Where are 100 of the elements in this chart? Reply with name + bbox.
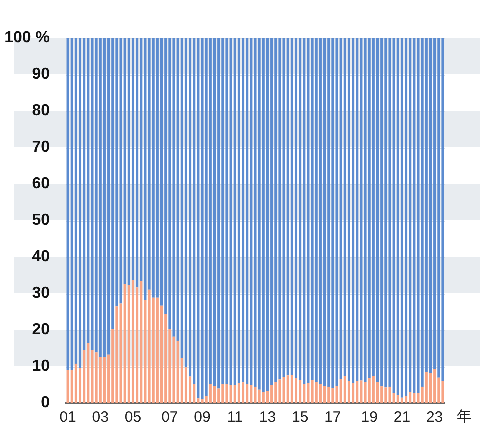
bar <box>360 380 363 403</box>
bar <box>324 38 326 386</box>
y-tick-label: 20 <box>32 321 50 338</box>
bar <box>91 38 94 350</box>
bar <box>319 384 322 403</box>
bar <box>429 38 432 374</box>
bar <box>384 388 388 403</box>
bar <box>336 38 338 386</box>
bar <box>222 384 224 403</box>
bar <box>425 372 428 403</box>
bar <box>368 38 371 378</box>
y-tick-label: 50 <box>32 212 50 229</box>
bar <box>294 38 298 378</box>
bar <box>380 38 384 387</box>
bar <box>392 394 396 403</box>
bar <box>116 306 118 403</box>
bar <box>234 385 236 403</box>
bar <box>324 386 326 403</box>
bar <box>356 381 359 403</box>
x-tick-label: 07 <box>162 409 178 426</box>
bar <box>303 384 306 403</box>
bar <box>388 38 392 387</box>
bar <box>246 38 249 384</box>
bar <box>95 38 98 353</box>
bar <box>132 280 135 403</box>
bar <box>409 38 412 392</box>
bar <box>332 38 334 388</box>
x-tick-label: 19 <box>361 409 378 426</box>
y-tick-label: 10 <box>32 358 50 375</box>
bar <box>384 38 388 388</box>
bar <box>364 38 367 382</box>
bar <box>238 383 240 403</box>
bar <box>74 364 78 403</box>
y-tick-label: 80 <box>32 102 50 120</box>
bar <box>364 382 367 403</box>
bar <box>254 386 257 403</box>
x-tick-label: 23 <box>426 409 444 426</box>
bar <box>315 382 318 403</box>
bar <box>120 38 122 304</box>
y-tick-label: 40 <box>32 248 50 266</box>
bar <box>282 38 286 378</box>
bar <box>144 38 147 300</box>
bar <box>282 377 286 403</box>
y-tick-label: 0 <box>41 394 50 412</box>
bar <box>128 38 130 286</box>
bar <box>79 38 82 368</box>
bar <box>405 396 408 403</box>
bar <box>70 38 74 371</box>
bar <box>140 281 143 403</box>
bar <box>205 38 208 396</box>
bar <box>209 384 212 403</box>
bar <box>250 38 253 386</box>
bar <box>156 298 159 403</box>
bar <box>299 38 302 380</box>
bar <box>136 38 139 288</box>
bar <box>303 38 306 384</box>
bar <box>434 369 436 403</box>
y-tick-label: 60 <box>32 175 50 192</box>
bar <box>242 38 245 383</box>
bar <box>103 357 106 403</box>
bar <box>270 385 274 403</box>
y-tick-label: 90 <box>32 66 50 83</box>
bar <box>250 385 253 403</box>
bar <box>348 38 350 382</box>
bar <box>266 38 269 392</box>
bar <box>234 38 236 386</box>
bar <box>400 398 404 403</box>
bar <box>99 38 102 358</box>
x-tick-label: 17 <box>324 409 342 426</box>
bar <box>442 38 444 382</box>
x-tick-label: 09 <box>194 409 211 426</box>
bar <box>372 376 375 403</box>
bar <box>124 284 126 403</box>
bar <box>396 395 400 403</box>
bar <box>352 38 355 384</box>
bar <box>413 394 416 403</box>
bar <box>172 38 176 337</box>
bar <box>213 38 216 386</box>
bar <box>201 398 204 403</box>
bar <box>290 38 294 376</box>
bar <box>230 385 232 403</box>
bar <box>258 390 261 403</box>
bar <box>238 38 240 384</box>
x-tick-label: 01 <box>60 409 76 426</box>
bar <box>307 383 310 403</box>
bar <box>226 38 228 384</box>
y-tick-label: 100 % <box>4 29 50 46</box>
bar <box>262 38 265 392</box>
bar <box>328 38 330 387</box>
x-tick-label: 03 <box>92 409 109 426</box>
bar <box>197 38 200 399</box>
bar <box>258 38 261 390</box>
bar <box>442 381 444 403</box>
bar <box>413 38 416 394</box>
bar <box>294 378 298 403</box>
x-axis-title: 年 <box>457 408 472 426</box>
bar <box>429 373 432 403</box>
bar <box>274 38 278 382</box>
bar <box>201 38 204 399</box>
bar <box>286 376 290 403</box>
